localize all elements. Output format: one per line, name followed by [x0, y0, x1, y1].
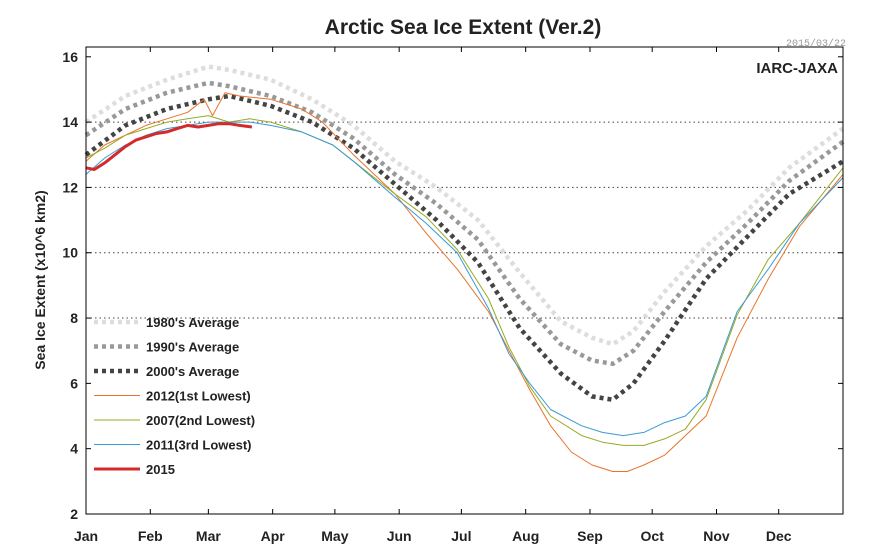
- series-lines: [84, 64, 845, 472]
- brand-label: IARC-JAXA: [756, 60, 838, 77]
- legend-label: 2011(3rd Lowest): [146, 438, 252, 453]
- x-tick-label: Apr: [261, 528, 286, 544]
- series-line: [85, 122, 253, 171]
- y-tick-label: 12: [62, 179, 78, 195]
- series-line: [85, 115, 844, 446]
- y-tick-label: 16: [62, 49, 78, 65]
- y-tick-label: 8: [70, 310, 78, 326]
- y-tick-label: 14: [62, 114, 78, 130]
- legend-label: 1990's Average: [146, 340, 239, 355]
- x-tick-label: Aug: [512, 528, 539, 544]
- x-tick-label: Oct: [641, 528, 665, 544]
- y-tick-label: 6: [70, 375, 78, 391]
- y-tick-label: 4: [70, 441, 78, 457]
- x-tick-label: Sep: [577, 528, 603, 544]
- legend-label: 2015: [146, 462, 175, 477]
- x-tick-label: Dec: [766, 528, 792, 544]
- x-tick-label: Nov: [703, 528, 730, 544]
- x-tick-label: Jan: [74, 528, 98, 544]
- legend: 1980's Average 1990's Average 2000's Avera…: [94, 315, 255, 477]
- grid-lines: [86, 121, 843, 319]
- date-stamp: 2015/03/22: [786, 38, 846, 50]
- y-axis-label: Sea Ice Extent (x10^6 km2): [32, 190, 48, 369]
- plot-frame: [85, 46, 844, 515]
- legend-label: 1980's Average: [146, 315, 239, 330]
- chart-title: Arctic Sea Ice Extent (Ver.2): [325, 16, 602, 39]
- x-tick-label: Jun: [387, 528, 412, 544]
- legend-label: 2012(1st Lowest): [146, 389, 251, 404]
- legend-label: 2007(2nd Lowest): [146, 413, 255, 428]
- y-axis: 2 4 6 8 10 12 14 16: [62, 49, 843, 522]
- x-tick-label: Jul: [451, 528, 471, 544]
- x-tick-label: Mar: [196, 528, 221, 544]
- legend-label: 2000's Average: [146, 364, 239, 379]
- y-tick-label: 10: [62, 245, 78, 261]
- x-tick-label: Feb: [138, 528, 163, 544]
- x-tick-label: May: [321, 528, 348, 544]
- series-line: [85, 92, 844, 472]
- y-tick-label: 2: [70, 506, 78, 522]
- x-axis: Jan Feb Mar Apr May Jun Jul Aug Sep Oct Nov Dec: [74, 47, 792, 544]
- series-line: [84, 64, 845, 347]
